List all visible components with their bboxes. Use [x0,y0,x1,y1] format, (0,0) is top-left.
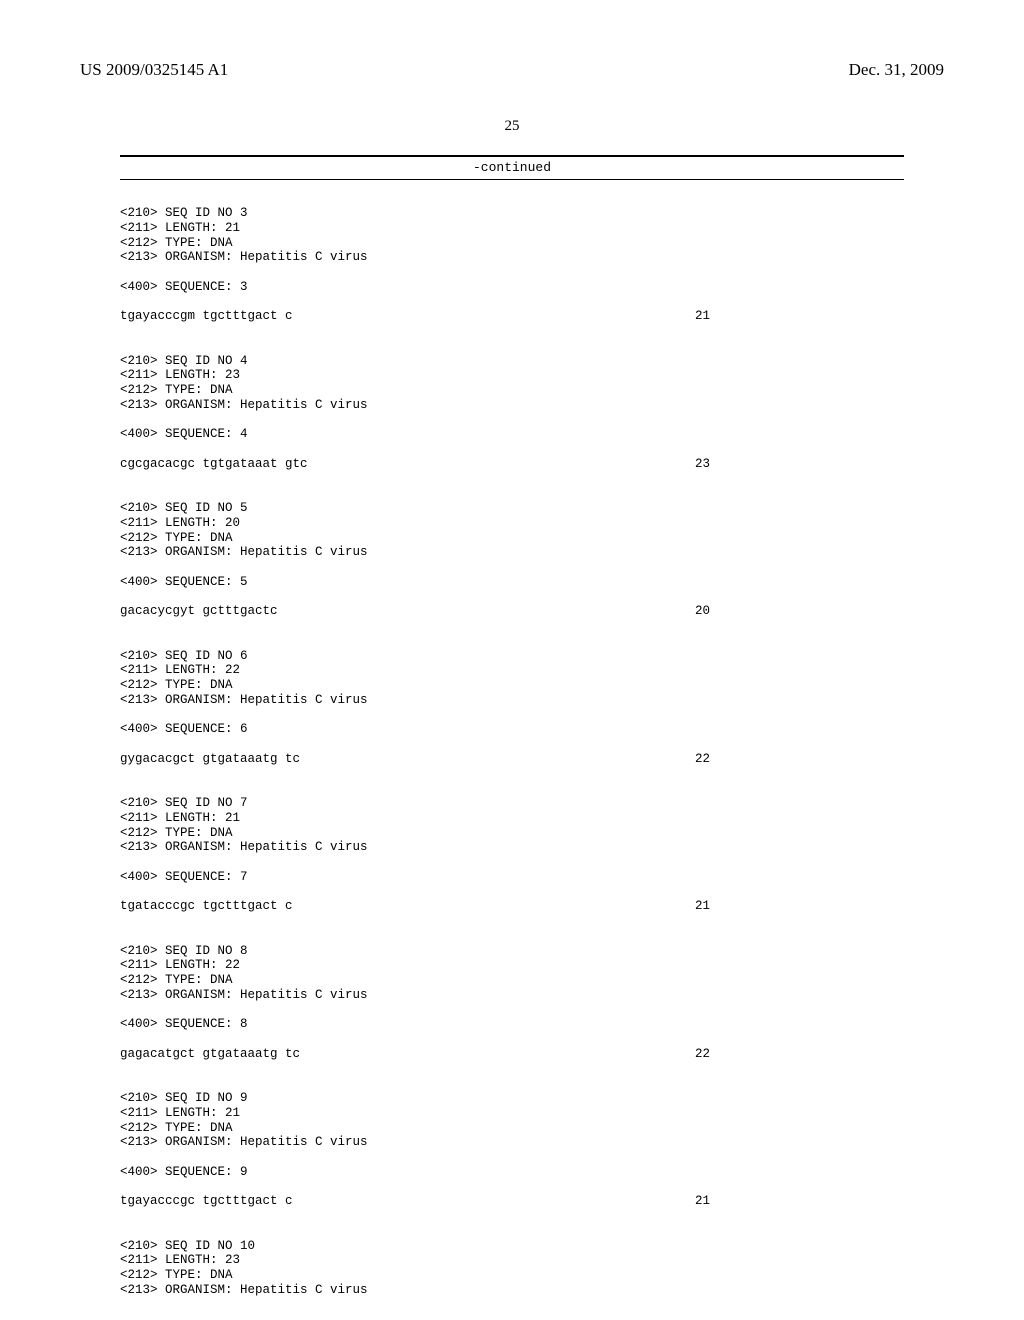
seq-meta-line: <212> TYPE: DNA [120,973,944,988]
seq-meta-line: <211> LENGTH: 21 [120,221,944,236]
seq-meta-line: <212> TYPE: DNA [120,1121,944,1136]
seq-blank [120,855,944,870]
seq-blank [120,634,944,649]
page-number: 25 [80,118,944,135]
seq-data-line: gagacatgct gtgataaatg tc 22 [120,1047,710,1062]
seq-length: 22 [695,1047,710,1062]
seq-blank [120,1003,944,1018]
seq-label: <400> SEQUENCE: 7 [120,870,944,885]
seq-blank [120,737,944,752]
seq-blank [120,781,944,796]
page-header: US 2009/0325145 A1 Dec. 31, 2009 [80,60,944,80]
seq-blank [120,767,944,782]
seq-blank [120,1032,944,1047]
seq-meta-line: <211> LENGTH: 21 [120,1106,944,1121]
seq-meta-line: <213> ORGANISM: Hepatitis C virus [120,1135,944,1150]
seq-label: <400> SEQUENCE: 8 [120,1017,944,1032]
seq-meta-line: <210> SEQ ID NO 5 [120,501,944,516]
seq-sequence: cgcgacacgc tgtgataaat gtc [120,457,308,472]
seq-blank [120,560,944,575]
seq-length: 22 [695,752,710,767]
seq-meta-line: <212> TYPE: DNA [120,678,944,693]
seq-meta-line: <211> LENGTH: 21 [120,811,944,826]
seq-blank [120,929,944,944]
seq-blank [120,885,944,900]
seq-meta-line: <211> LENGTH: 22 [120,958,944,973]
seq-meta-line: <213> ORGANISM: Hepatitis C virus [120,1283,944,1298]
seq-meta-line: <210> SEQ ID NO 6 [120,649,944,664]
seq-meta-line: <213> ORGANISM: Hepatitis C virus [120,840,944,855]
seq-blank [120,1180,944,1195]
seq-meta-line: <213> ORGANISM: Hepatitis C virus [120,398,944,413]
seq-sequence: tgatacccgc tgctttgact c [120,899,293,914]
seq-length: 21 [695,899,710,914]
seq-sequence: gygacacgct gtgataaatg tc [120,752,300,767]
seq-blank [120,914,944,929]
seq-blank [120,324,944,339]
seq-blank [120,472,944,487]
seq-blank [120,619,944,634]
seq-length: 21 [695,309,710,324]
seq-sequence: gagacatgct gtgataaatg tc [120,1047,300,1062]
seq-data-line: gacacycgyt gctttgactc 20 [120,604,710,619]
seq-meta-line: <210> SEQ ID NO 4 [120,354,944,369]
publication-date: Dec. 31, 2009 [849,60,944,80]
seq-label: <400> SEQUENCE: 9 [120,1165,944,1180]
seq-meta-line: <210> SEQ ID NO 7 [120,796,944,811]
seq-meta-line: <211> LENGTH: 23 [120,368,944,383]
seq-blank [120,708,944,723]
seq-blank [120,442,944,457]
seq-meta-line: <213> ORGANISM: Hepatitis C virus [120,545,944,560]
patent-page: US 2009/0325145 A1 Dec. 31, 2009 25 -con… [0,0,1024,1320]
seq-label: <400> SEQUENCE: 5 [120,575,944,590]
sequence-listing: <210> SEQ ID NO 3<211> LENGTH: 21<212> T… [120,206,944,1298]
seq-meta-line: <212> TYPE: DNA [120,236,944,251]
seq-data-line: tgayacccgc tgctttgact c 21 [120,1194,710,1209]
seq-blank [120,265,944,280]
seq-label: <400> SEQUENCE: 3 [120,280,944,295]
seq-meta-line: <212> TYPE: DNA [120,1268,944,1283]
seq-meta-line: <210> SEQ ID NO 3 [120,206,944,221]
seq-sequence: gacacycgyt gctttgactc [120,604,278,619]
seq-blank [120,295,944,310]
seq-blank [120,1224,944,1239]
seq-length: 21 [695,1194,710,1209]
seq-meta-line: <213> ORGANISM: Hepatitis C virus [120,250,944,265]
seq-meta-line: <212> TYPE: DNA [120,383,944,398]
seq-meta-line: <213> ORGANISM: Hepatitis C virus [120,693,944,708]
seq-blank [120,1150,944,1165]
seq-blank [120,413,944,428]
seq-meta-line: <210> SEQ ID NO 8 [120,944,944,959]
seq-data-line: gygacacgct gtgataaatg tc 22 [120,752,710,767]
publication-number: US 2009/0325145 A1 [80,60,228,80]
seq-meta-line: <210> SEQ ID NO 10 [120,1239,944,1254]
seq-sequence: tgayacccgm tgctttgact c [120,309,293,324]
seq-meta-line: <213> ORGANISM: Hepatitis C virus [120,988,944,1003]
seq-data-line: cgcgacacgc tgtgataaat gtc 23 [120,457,710,472]
seq-meta-line: <212> TYPE: DNA [120,531,944,546]
seq-meta-line: <211> LENGTH: 20 [120,516,944,531]
seq-blank [120,339,944,354]
seq-length: 23 [695,457,710,472]
seq-label: <400> SEQUENCE: 6 [120,722,944,737]
seq-blank [120,1076,944,1091]
seq-blank [120,590,944,605]
seq-meta-line: <210> SEQ ID NO 9 [120,1091,944,1106]
seq-label: <400> SEQUENCE: 4 [120,427,944,442]
seq-meta-line: <211> LENGTH: 23 [120,1253,944,1268]
seq-length: 20 [695,604,710,619]
seq-meta-line: <211> LENGTH: 22 [120,663,944,678]
continued-rule: -continued [120,155,904,180]
seq-blank [120,1062,944,1077]
seq-blank [120,1209,944,1224]
seq-data-line: tgayacccgm tgctttgact c 21 [120,309,710,324]
seq-sequence: tgayacccgc tgctttgact c [120,1194,293,1209]
seq-meta-line: <212> TYPE: DNA [120,826,944,841]
seq-data-line: tgatacccgc tgctttgact c 21 [120,899,710,914]
seq-blank [120,486,944,501]
continued-label: -continued [120,157,904,179]
